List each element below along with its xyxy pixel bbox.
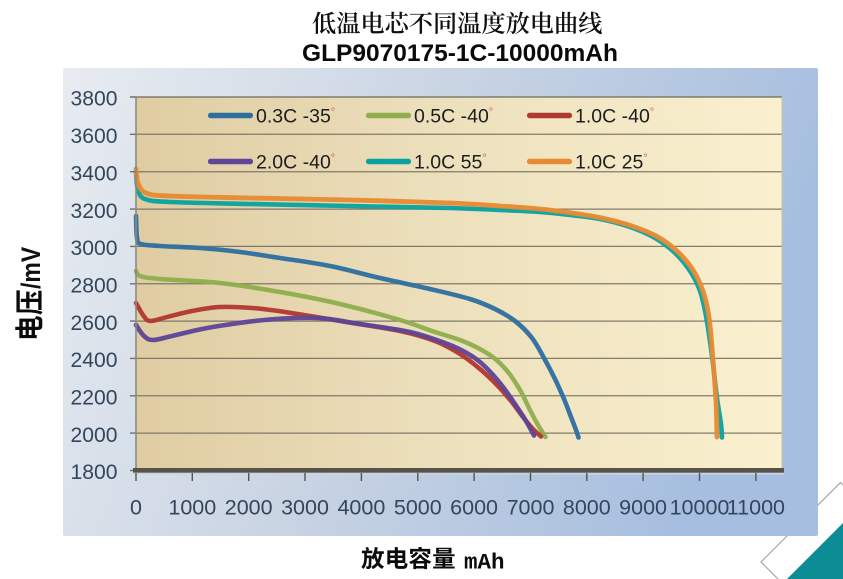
svg-text:2800: 2800 (71, 273, 118, 297)
svg-text:1.0C 55°: 1.0C 55° (414, 152, 487, 174)
svg-text:GLP9070175-1C-10000mAh: GLP9070175-1C-10000mAh (302, 40, 618, 67)
svg-text:8000: 8000 (563, 496, 611, 520)
svg-text:11000: 11000 (727, 496, 785, 520)
svg-text:9000: 9000 (619, 496, 667, 520)
svg-text:2400: 2400 (71, 348, 118, 372)
svg-text:1000: 1000 (168, 496, 216, 520)
svg-text:3800: 3800 (71, 87, 118, 111)
svg-text:1.0C -40°: 1.0C -40° (575, 106, 654, 128)
svg-text:2.0C -40°: 2.0C -40° (256, 152, 335, 174)
svg-text:1.0C 25°: 1.0C 25° (575, 152, 648, 174)
svg-text:0.3C -35°: 0.3C -35° (256, 106, 335, 128)
svg-text:2000: 2000 (225, 496, 273, 520)
svg-text:7000: 7000 (507, 496, 555, 520)
svg-text:0: 0 (130, 496, 142, 520)
svg-text:3200: 3200 (71, 199, 118, 223)
svg-text:3600: 3600 (71, 124, 118, 148)
svg-text:2000: 2000 (71, 423, 118, 447)
svg-text:3000: 3000 (281, 496, 329, 520)
svg-text:6000: 6000 (450, 496, 498, 520)
svg-text:5000: 5000 (394, 496, 442, 520)
svg-text:4000: 4000 (337, 496, 385, 520)
svg-text:mAh: mAh (464, 550, 505, 576)
svg-text:0.5C -40°: 0.5C -40° (414, 106, 493, 128)
svg-text:1800: 1800 (71, 460, 118, 484)
svg-text:2200: 2200 (71, 386, 118, 410)
svg-text:2600: 2600 (71, 311, 118, 335)
svg-text:/mV: /mV (18, 246, 47, 289)
svg-text:3000: 3000 (71, 236, 118, 260)
svg-text:3400: 3400 (71, 161, 118, 185)
svg-text:10000: 10000 (670, 496, 730, 520)
